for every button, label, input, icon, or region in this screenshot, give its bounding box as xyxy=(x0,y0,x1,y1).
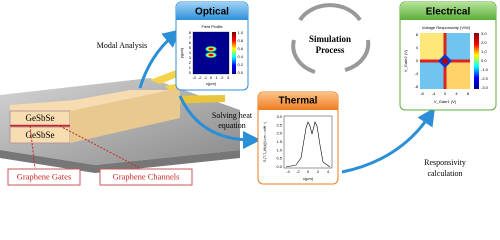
tick-label: -8 xyxy=(414,84,418,89)
tick-label: 0 xyxy=(210,75,213,80)
tick-label: -4 xyxy=(414,71,418,76)
colorbar-label: -1.0 xyxy=(481,67,489,72)
layer-label: GeSbSe xyxy=(26,113,55,123)
colorbar-label: 0.0 xyxy=(238,70,244,75)
colorbar-label: 0.6 xyxy=(238,46,244,51)
step-label: equation xyxy=(218,121,246,130)
tick-label: 1 xyxy=(189,65,192,70)
step-label: Modal Analysis xyxy=(97,41,147,50)
axis-label: x(µm) xyxy=(303,176,314,181)
colorbar-label: 2.0 xyxy=(481,40,487,45)
cycle-label: Simulation xyxy=(309,34,351,44)
cycle xyxy=(291,3,371,74)
colorbar-label: 1.0 xyxy=(481,49,487,54)
plot-title: Field Profile xyxy=(201,24,223,29)
arrow xyxy=(178,95,261,149)
tick-label: 6 xyxy=(189,40,192,45)
device-label: Graphene Gates xyxy=(17,171,72,181)
panel-title: Optical xyxy=(195,7,229,18)
tick-label: 0.0 xyxy=(276,164,282,169)
panel-title: Electrical xyxy=(426,7,471,18)
arrow xyxy=(341,107,435,174)
tick-label: 4 xyxy=(189,50,192,55)
tick-label: -3 xyxy=(192,75,196,80)
colorbar-label: -2.0 xyxy=(481,76,489,81)
tick-label: 8 xyxy=(416,32,419,37)
panel-title: Thermal xyxy=(279,96,318,107)
step-label: Responsivity xyxy=(424,158,466,167)
layer-label: GeSbSe xyxy=(26,130,55,140)
tick-label: 2 xyxy=(317,169,320,174)
tick-label: 0 xyxy=(416,58,419,63)
tick-label: 0.5 xyxy=(276,156,282,161)
tick-label: 4 xyxy=(455,91,458,96)
tick-label: -2 xyxy=(296,169,300,174)
tick-label: -4 xyxy=(432,91,436,96)
colorbar-label: 1.0 xyxy=(238,30,244,35)
axis-label: V_Gate2 (V) xyxy=(403,49,408,72)
tick-label: 2 xyxy=(189,60,192,65)
axis-label: y(µm) xyxy=(179,47,184,58)
tick-label: 2 xyxy=(221,75,224,80)
optical-panel: Optical Field Profile y(µm) x(µm) xyxy=(175,1,249,91)
axis-label: V_Gate1 (V) xyxy=(434,99,457,104)
diagram: GeSbSe GeSbSe Graphene Gates Graphene Ch… xyxy=(0,1,497,186)
tick-label: 2.5 xyxy=(276,122,282,127)
device: GeSbSe GeSbSe Graphene Gates Graphene Ch… xyxy=(0,55,240,186)
colorbar-label: 0.2 xyxy=(238,62,244,67)
step-label: Solving heat xyxy=(212,111,253,120)
colorbar-label: -3.0 xyxy=(481,85,489,90)
tick-label: -4 xyxy=(286,169,290,174)
cycle-label: Process xyxy=(316,45,345,55)
tick-label: 0 xyxy=(307,169,310,174)
tick-label: 4 xyxy=(327,169,330,174)
arrow xyxy=(138,29,181,89)
step-label: calculation xyxy=(427,169,462,178)
tick-label: 0 xyxy=(444,91,447,96)
device-label: Graphene Channels xyxy=(113,171,180,181)
colorbar-label: 0.4 xyxy=(238,54,244,59)
tick-label: 3 xyxy=(189,55,192,60)
colorbar-label: 3.0 xyxy=(481,31,487,36)
tick-label: 4 xyxy=(416,45,419,50)
tick-label: 3 xyxy=(227,75,230,80)
tick-label: 7 xyxy=(189,35,192,40)
tick-label: 8 xyxy=(467,91,470,96)
colorbar-label: 0.8 xyxy=(238,38,244,43)
tick-label: 1 xyxy=(216,75,219,80)
tick-label: 3.0 xyxy=(276,114,282,119)
tick-label: 1.0 xyxy=(276,147,282,152)
tick-label: -2 xyxy=(198,75,202,80)
axis-label: S.(T-T₀)/θ(x)(V.cm⁻¹.mW⁻¹) xyxy=(263,122,267,162)
tick-label: 5 xyxy=(189,45,192,50)
colorbar-label: 0.0 xyxy=(481,58,487,63)
plot-title: Voltage Responsivity (V/W) xyxy=(422,25,471,30)
axis-label: x(µm) xyxy=(206,81,217,86)
tick-label: 8 xyxy=(189,30,192,35)
tick-label: 1.5 xyxy=(276,139,282,144)
tick-label: 2.0 xyxy=(276,131,282,136)
thermal-panel: Thermal S.(T-T₀)/θ(x)(V.cm⁻¹.mW⁻¹) x(µm) xyxy=(257,91,339,185)
tick-label: -1 xyxy=(204,75,208,80)
electrical-panel: Electrical Voltage Responsivity (V/W) V_… xyxy=(399,1,497,111)
tick-label: 0 xyxy=(189,70,192,75)
tick-label: -8 xyxy=(420,91,424,96)
